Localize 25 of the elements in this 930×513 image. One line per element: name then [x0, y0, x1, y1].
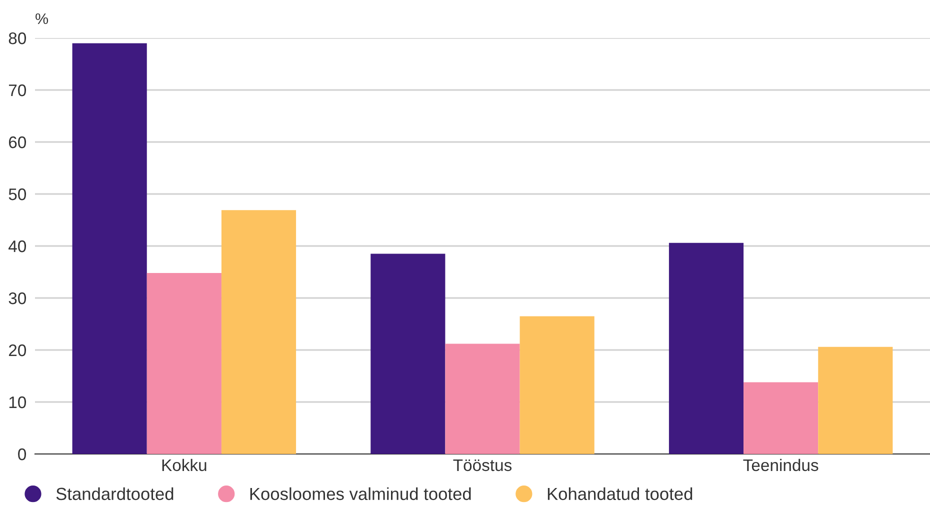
y-tick-label: 50: [8, 188, 26, 200]
x-tick-label: Teenindus: [743, 458, 818, 472]
y-tick-label: 20: [8, 344, 26, 356]
legend-label: Koosloomes valminud tooted: [250, 487, 471, 500]
bar: [146, 273, 222, 454]
bar: [668, 242, 744, 454]
x-tick-label: Kokku: [162, 458, 206, 472]
bar: [818, 346, 893, 454]
bar: [221, 210, 296, 454]
y-tick-label: 10: [9, 396, 26, 408]
y-tick-label: 30: [8, 292, 26, 304]
bar: [520, 316, 594, 454]
y-tick-label: 80: [8, 32, 26, 44]
bar: [744, 382, 818, 454]
y-tick-label: 0: [18, 448, 26, 460]
y-tick-label: 60: [8, 136, 26, 148]
legend-label: Standardtooted: [56, 487, 174, 500]
y-tick-label: 40: [8, 240, 26, 252]
y-axis-title: %: [36, 13, 48, 24]
x-tick-label: Tööstus: [453, 459, 512, 472]
bar: [72, 43, 147, 454]
bar: [370, 254, 446, 454]
legend-label: Kohandatud tooted: [548, 487, 692, 500]
y-tick-label: 70: [8, 84, 26, 96]
bar: [445, 344, 520, 454]
